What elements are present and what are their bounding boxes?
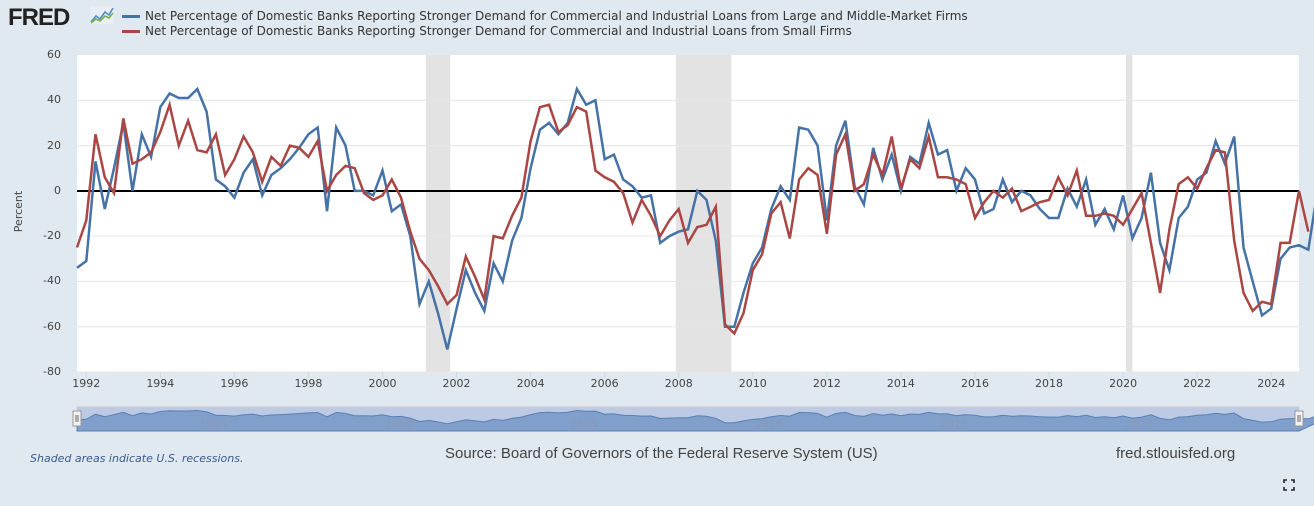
fred-logo[interactable]: FRED: [8, 4, 70, 31]
x-tick-label: 2014: [886, 377, 915, 390]
navigator-year-label: 2015: [940, 418, 968, 431]
recession-band: [675, 55, 732, 372]
x-tick-label: 2020: [1109, 377, 1138, 390]
navigator-year-label: 1995: [199, 418, 227, 431]
x-tick-label: 2008: [664, 377, 693, 390]
navigator-year-label: 2020: [1125, 418, 1153, 431]
navigator-series-area: [76, 409, 1314, 432]
recession-note: Shaded areas indicate U.S. recessions.: [30, 452, 244, 465]
y-tick-label: -80: [43, 365, 61, 378]
x-tick-label: 2006: [590, 377, 619, 390]
x-tick-label: 1998: [294, 377, 323, 390]
navigator-year-label: 2000: [385, 418, 413, 431]
navigator-year-label: 2005: [570, 418, 598, 431]
y-tick-label: 40: [47, 93, 61, 107]
gridlines: [77, 99, 1299, 378]
recession-band: [425, 55, 451, 372]
x-tick-label: 1996: [220, 377, 249, 390]
x-tick-label: 2002: [442, 377, 471, 390]
y-tick-label: -60: [43, 319, 61, 333]
y-tick-label: -20: [43, 229, 61, 243]
y-tick-label: 60: [47, 48, 61, 61]
chart-legend: Net Percentage of Domestic Banks Reporti…: [122, 9, 968, 39]
fred-url-link[interactable]: fred.stlouisfed.org: [1116, 445, 1236, 462]
navigator-left-handle[interactable]: [72, 410, 82, 427]
source-text: Source: Board of Governors of the Federa…: [445, 445, 878, 462]
legend-label: Net Percentage of Domestic Banks Reporti…: [145, 24, 852, 38]
legend-swatch-blue: [122, 15, 140, 18]
x-tick-label: 2016: [960, 377, 989, 390]
legend-swatch-red: [122, 30, 140, 33]
x-tick-label: 2012: [812, 377, 841, 390]
navigator-right-handle[interactable]: [1294, 410, 1304, 427]
x-tick-label: 2022: [1183, 377, 1212, 390]
range-navigator[interactable]: 1995 2000 2005 2010 2015 2020: [72, 406, 1314, 432]
legend-item-large-firms[interactable]: Net Percentage of Domestic Banks Reporti…: [122, 9, 968, 24]
x-tick-label: 2024: [1257, 377, 1286, 390]
series-lines: [75, 85, 1314, 350]
y-tick-label: 0: [54, 183, 61, 197]
x-tick-label: 1994: [146, 377, 175, 390]
x-tick-label: 1992: [72, 377, 101, 390]
fullscreen-icon[interactable]: [1283, 479, 1295, 491]
y-tick-label: -40: [43, 274, 61, 288]
x-tick-label: 2004: [516, 377, 545, 390]
legend-item-small-firms[interactable]: Net Percentage of Domestic Banks Reporti…: [122, 24, 968, 39]
navigator-year-label: 2010: [755, 418, 783, 431]
series-line-large-middle-firms[interactable]: [76, 85, 1314, 350]
legend-label: Net Percentage of Domestic Banks Reporti…: [145, 9, 968, 23]
x-tick-label: 2000: [368, 377, 397, 390]
x-tick-label: 2018: [1035, 377, 1064, 390]
y-tick-label: 20: [47, 138, 61, 152]
series-line-small-firms[interactable]: [75, 100, 1310, 336]
x-tick-label: 2010: [738, 377, 767, 390]
line-chart-icon: [90, 6, 114, 24]
